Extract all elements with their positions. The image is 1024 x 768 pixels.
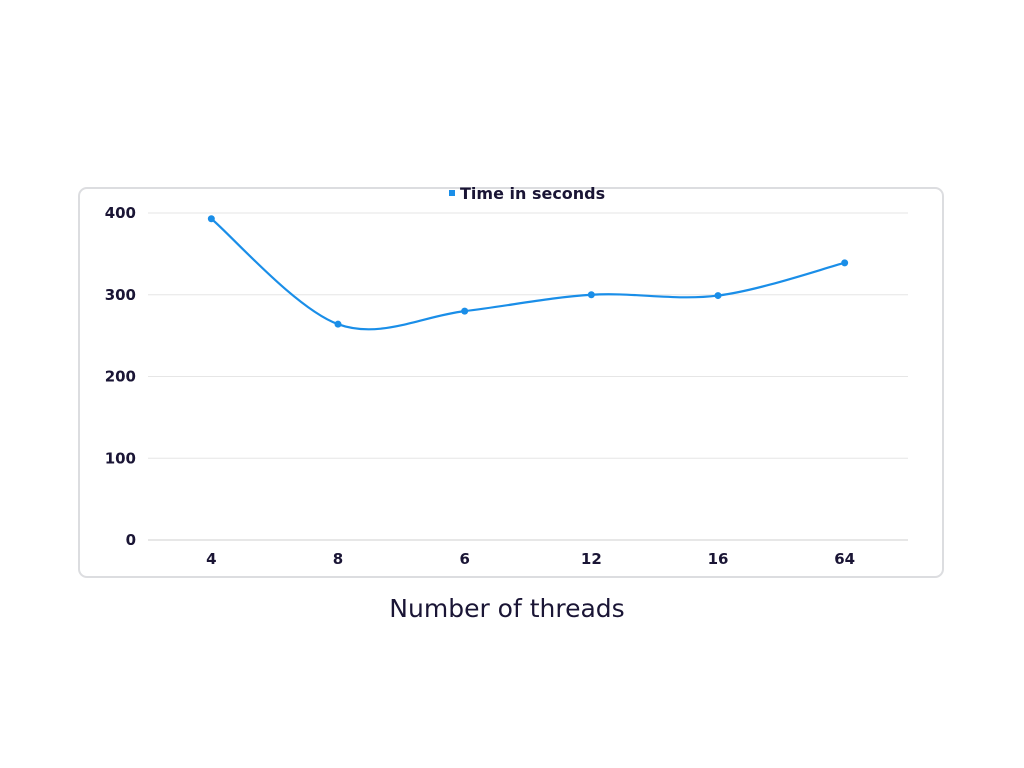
y-tick-label: 200 bbox=[105, 368, 136, 386]
y-tick-label: 100 bbox=[105, 449, 136, 467]
series-layer bbox=[207, 215, 849, 331]
data-point bbox=[461, 307, 469, 315]
legend: Time in seconds bbox=[449, 184, 605, 203]
y-tick-label: 0 bbox=[126, 531, 136, 549]
x-tick-label: 8 bbox=[333, 550, 343, 568]
x-axis-ticks: 4 8 6 12 16 64 bbox=[206, 550, 855, 568]
legend-swatch bbox=[449, 190, 455, 196]
data-point bbox=[334, 320, 342, 328]
legend-label: Time in seconds bbox=[460, 184, 605, 203]
data-point bbox=[841, 259, 849, 267]
chart-card bbox=[78, 187, 944, 578]
x-tick-label: 4 bbox=[206, 550, 216, 568]
data-point bbox=[587, 291, 595, 299]
x-tick-label: 6 bbox=[459, 550, 469, 568]
series-line bbox=[210, 217, 845, 331]
x-tick-label: 12 bbox=[581, 550, 602, 568]
y-tick-label: 400 bbox=[105, 204, 136, 222]
data-point bbox=[714, 292, 722, 300]
gridlines bbox=[148, 212, 908, 541]
y-axis-ticks: 0 100 200 300 400 bbox=[105, 204, 136, 549]
x-axis-title: Number of threads bbox=[389, 594, 624, 623]
data-point bbox=[207, 215, 215, 223]
x-tick-label: 64 bbox=[834, 550, 855, 568]
x-tick-label: 16 bbox=[708, 550, 729, 568]
y-tick-label: 300 bbox=[105, 286, 136, 304]
